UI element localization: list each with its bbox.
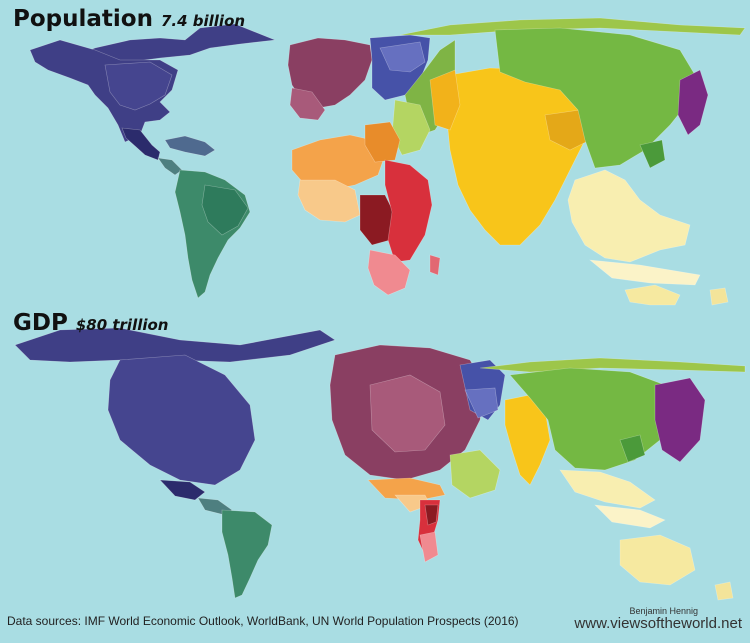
pop-europe-west bbox=[289, 87, 326, 121]
pop-pakistan bbox=[429, 69, 461, 131]
gdp-south-america bbox=[221, 509, 273, 599]
pop-central-america bbox=[157, 157, 183, 176]
population-total: 7.4 billion bbox=[160, 12, 246, 30]
population-title-label: Population bbox=[13, 6, 153, 32]
pop-new-zealand bbox=[709, 287, 729, 306]
gdp-korea bbox=[619, 434, 646, 463]
pop-west-africa bbox=[297, 179, 361, 223]
pop-madagascar bbox=[429, 254, 441, 276]
gdp-central-africa bbox=[424, 504, 439, 526]
gdp-southeast-asia bbox=[559, 469, 656, 509]
pop-egypt bbox=[364, 121, 401, 163]
author-credit: Benjamin Hennig bbox=[629, 606, 698, 616]
pop-indonesia bbox=[589, 259, 701, 286]
pop-japan bbox=[677, 69, 709, 136]
pop-bangladesh bbox=[544, 109, 591, 151]
gdp-middle-east bbox=[449, 449, 501, 499]
gdp-title: GDP $80 trillion bbox=[13, 310, 168, 336]
population-title: Population 7.4 billion bbox=[13, 6, 245, 32]
pop-caribbean bbox=[164, 135, 216, 157]
pop-europe bbox=[287, 37, 373, 109]
data-sources-caption: Data sources: IMF World Economic Outlook… bbox=[7, 614, 519, 628]
gdp-australia bbox=[619, 534, 696, 586]
gdp-southern-africa bbox=[419, 531, 439, 563]
gdp-europe-west bbox=[369, 374, 446, 453]
pop-southern-africa bbox=[367, 249, 411, 296]
gdp-indonesia bbox=[594, 504, 666, 529]
gdp-new-zealand bbox=[714, 581, 734, 601]
pop-brazil bbox=[201, 184, 249, 236]
pop-eastern-europe bbox=[379, 41, 426, 73]
pop-usa-east bbox=[104, 61, 173, 111]
gdp-eastern-europe bbox=[464, 387, 499, 419]
gdp-usa bbox=[107, 354, 256, 486]
gdp-cartogram bbox=[14, 327, 746, 601]
population-cartogram bbox=[29, 17, 746, 306]
gdp-total: $80 trillion bbox=[75, 316, 169, 334]
pop-east-africa bbox=[384, 159, 433, 263]
pop-southeast-asia bbox=[567, 169, 691, 263]
gdp-title-label: GDP bbox=[13, 310, 68, 336]
gdp-canada bbox=[14, 327, 336, 363]
gdp-mexico bbox=[159, 479, 206, 501]
gdp-japan bbox=[654, 377, 706, 463]
pop-mexico bbox=[121, 127, 161, 161]
pop-korea bbox=[639, 139, 666, 169]
pop-china bbox=[494, 27, 696, 169]
pop-australia bbox=[624, 284, 681, 306]
gdp-north-africa bbox=[367, 477, 446, 501]
website-credit: www.viewsoftheworld.net bbox=[574, 615, 742, 632]
